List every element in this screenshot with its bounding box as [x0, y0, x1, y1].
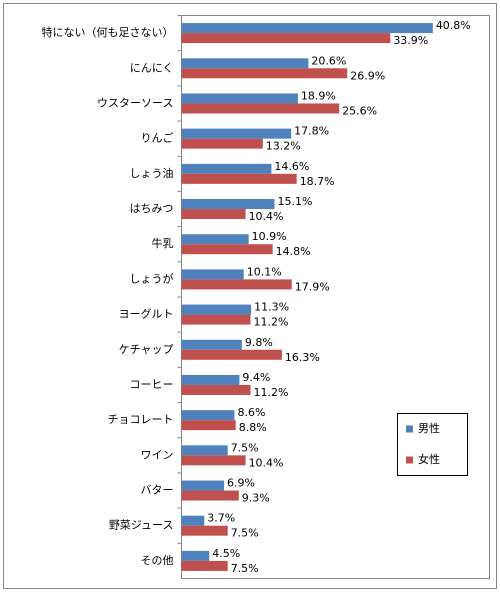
value-label: 25.6% — [342, 104, 377, 117]
value-label: 11.3% — [254, 301, 289, 314]
y-tick-label: しょう油 — [130, 166, 174, 180]
value-label: 9.8% — [245, 336, 273, 349]
y-tick-label: チョコレート — [108, 413, 174, 426]
bar — [181, 93, 298, 104]
value-label: 11.2% — [253, 316, 288, 329]
y-tick-label: ワイン — [141, 448, 174, 461]
legend-label: 女性 — [418, 452, 440, 466]
value-label: 7.5% — [231, 562, 259, 575]
bar — [181, 209, 246, 220]
value-label: 17.8% — [294, 125, 329, 138]
bar — [181, 374, 240, 385]
value-label: 17.9% — [295, 280, 330, 293]
bar — [181, 550, 210, 561]
y-tick-label: その他 — [141, 554, 174, 567]
bar — [181, 515, 205, 526]
y-tick-label: にんにく — [130, 61, 174, 74]
bar — [181, 103, 340, 114]
y-tick-label: コーヒー — [130, 378, 174, 391]
y-tick-label: 野菜ジュース — [109, 519, 174, 532]
value-label: 3.7% — [207, 512, 235, 525]
y-tick-label: ウスターソース — [97, 96, 173, 109]
bar — [181, 480, 225, 491]
value-label: 10.4% — [249, 456, 284, 469]
value-label: 11.2% — [253, 386, 288, 399]
legend-box — [397, 413, 468, 476]
y-tick-label: ケチャップ — [119, 343, 174, 356]
bar — [181, 23, 433, 34]
bar — [181, 234, 249, 245]
value-label: 9.4% — [242, 371, 270, 384]
bar — [181, 244, 273, 255]
y-tick-label: バター — [141, 484, 174, 497]
bar — [181, 279, 292, 290]
value-label: 7.5% — [231, 441, 259, 454]
value-label: 4.5% — [212, 547, 240, 560]
value-label: 8.6% — [237, 406, 265, 419]
bar — [181, 349, 282, 360]
value-label: 40.8% — [436, 19, 471, 32]
bar — [181, 138, 263, 149]
value-label: 9.3% — [242, 492, 270, 505]
value-label: 18.7% — [300, 175, 335, 188]
legend-label: 男性 — [418, 421, 440, 435]
bar — [181, 455, 246, 466]
legend-swatch — [406, 425, 413, 433]
value-label: 15.1% — [278, 195, 313, 208]
bar — [181, 410, 235, 421]
bar — [181, 445, 228, 456]
value-label: 10.1% — [247, 265, 282, 278]
value-label: 10.9% — [252, 230, 287, 243]
y-tick-label: りんご — [141, 131, 174, 145]
value-label: 14.6% — [274, 160, 309, 173]
value-label: 7.5% — [231, 527, 259, 540]
legend-swatch — [406, 456, 413, 464]
value-label: 20.6% — [311, 54, 346, 67]
y-tick-label: はちみつ — [130, 202, 174, 215]
value-label: 33.9% — [393, 34, 428, 47]
bar — [181, 525, 228, 536]
bar — [181, 58, 309, 69]
bar — [181, 173, 297, 184]
bar — [181, 68, 348, 79]
y-tick-label: 特にない（何も足さない） — [42, 25, 174, 39]
value-label: 26.9% — [350, 69, 385, 82]
value-label: 16.3% — [285, 351, 320, 364]
bar — [181, 33, 391, 44]
bar — [181, 384, 251, 395]
y-tick-label: しょうが — [130, 271, 174, 285]
value-label: 14.8% — [276, 245, 311, 258]
bar — [181, 163, 272, 174]
bar — [181, 314, 251, 325]
bar — [181, 560, 228, 571]
y-tick-label: ヨーグルト — [119, 307, 174, 321]
y-tick-label: 牛乳 — [152, 236, 174, 250]
bar — [181, 128, 292, 139]
bar — [181, 420, 236, 431]
bar — [181, 339, 242, 350]
value-label: 8.8% — [239, 421, 267, 434]
value-label: 6.9% — [227, 477, 255, 490]
bar — [181, 304, 252, 315]
value-label: 18.9% — [301, 89, 336, 102]
value-label: 10.4% — [249, 210, 284, 223]
bar — [181, 269, 244, 280]
bar — [181, 490, 239, 501]
value-label: 13.2% — [266, 140, 301, 153]
bar — [181, 199, 275, 210]
